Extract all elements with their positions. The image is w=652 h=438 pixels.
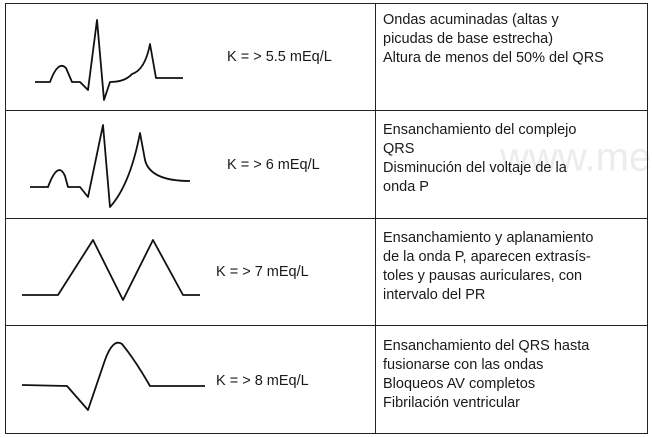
potassium-level: K = > 6 mEq/L — [227, 157, 320, 173]
ecg-wave — [35, 19, 183, 101]
description-line: Fibrilación ventricular — [383, 395, 520, 411]
ecg-wave — [21, 341, 205, 411]
description-line: QRS — [383, 141, 414, 157]
potassium-level: K = > 8 mEq/L — [216, 373, 309, 389]
description-line: intervalo del PR — [383, 287, 485, 303]
description-line: Bloqueos AV completos — [383, 376, 535, 392]
ecg-wave — [22, 239, 200, 301]
description-line: Ensanchamiento del QRS hasta — [383, 338, 590, 354]
description-line: de la onda P, aparecen extrasís- — [383, 249, 591, 265]
description-line: toles y pausas auriculares, con — [383, 268, 582, 284]
watermark: www.medig — [499, 136, 652, 180]
description-line: onda P — [383, 179, 429, 195]
description-line: Ensanchamiento del complejo — [383, 122, 576, 138]
description-line: Ondas acuminadas (altas y — [383, 12, 559, 28]
description-line: Disminución del voltaje de la — [383, 160, 568, 176]
potassium-level: K = > 7 mEq/L — [216, 264, 309, 280]
description-line: Altura de menos del 50% del QRS — [383, 50, 604, 66]
description-line: picudas de base estrecha) — [383, 31, 553, 47]
description-line: Ensanchamiento y aplanamiento — [383, 230, 593, 246]
potassium-level: K = > 5.5 mEq/L — [227, 49, 332, 65]
description-line: fusionarse con las ondas — [383, 357, 543, 373]
ecg-wave — [30, 124, 191, 208]
